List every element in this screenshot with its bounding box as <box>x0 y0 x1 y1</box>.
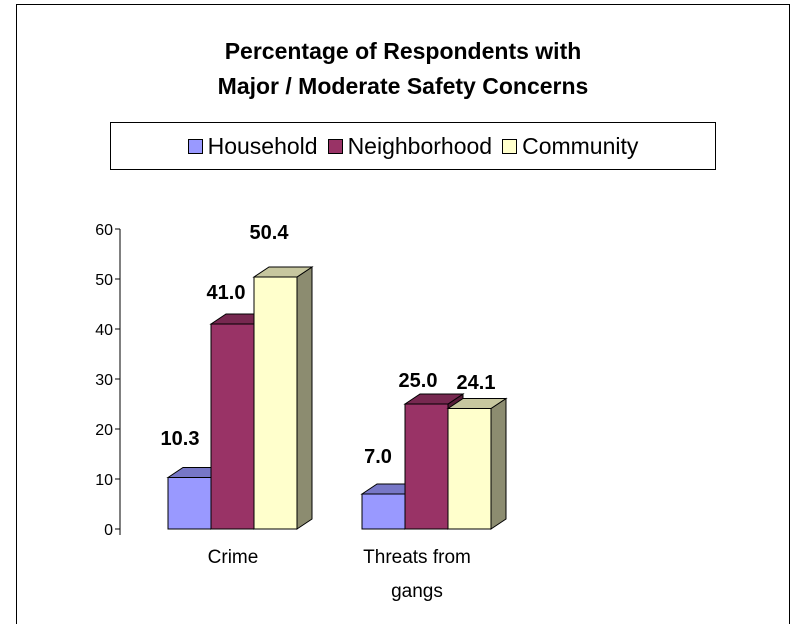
bar-side <box>490 397 507 530</box>
x-category-label: Threats from <box>363 547 471 568</box>
legend-label-community: Community <box>522 132 639 159</box>
bar <box>210 323 255 530</box>
y-tick-label: 30 <box>95 372 113 389</box>
data-label: 41.0 <box>207 282 246 304</box>
chart-title: Percentage of Respondents with Major / M… <box>16 34 790 104</box>
y-tick-label: 60 <box>95 222 113 239</box>
data-label: 10.3 <box>161 428 200 450</box>
x-category-label: gangs <box>391 581 443 602</box>
legend-swatch-neighborhood <box>327 138 343 154</box>
chart-legend: Household Neighborhood Community <box>110 122 716 170</box>
legend-item-neighborhood: Neighborhood <box>327 132 493 160</box>
bar <box>447 408 492 530</box>
y-tick-label: 40 <box>95 322 113 339</box>
y-tick-label: 50 <box>95 272 113 289</box>
data-label: 50.4 <box>250 222 290 244</box>
legend-label-neighborhood: Neighborhood <box>347 132 493 159</box>
bar-side <box>296 266 313 530</box>
chart-title-line-1: Percentage of Respondents with <box>224 38 582 64</box>
data-label: 25.0 <box>399 370 438 392</box>
legend-label-household: Household <box>207 132 318 159</box>
y-tick-label: 10 <box>95 472 113 489</box>
legend-swatch-community <box>502 138 518 154</box>
y-tick-label: 0 <box>104 522 113 539</box>
bar <box>361 493 406 530</box>
legend-item-household: Household <box>187 132 318 160</box>
bar <box>167 477 212 530</box>
legend-swatch-household <box>187 138 203 154</box>
x-category-label: Crime <box>208 547 259 568</box>
data-label: 7.0 <box>364 446 392 468</box>
chart-title-line-2: Major / Moderate Safety Concerns <box>217 73 589 99</box>
y-tick-label: 20 <box>95 422 113 439</box>
bar <box>253 276 298 530</box>
legend-item-community: Community <box>502 133 638 160</box>
bar <box>404 403 449 530</box>
data-label: 24.1 <box>457 372 496 394</box>
